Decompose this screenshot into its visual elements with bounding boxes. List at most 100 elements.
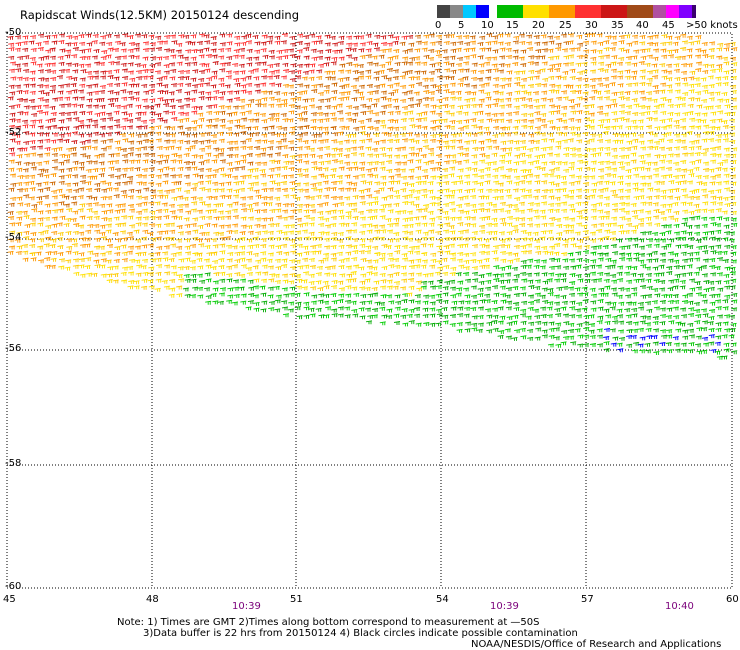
wind-barb xyxy=(147,279,154,284)
wind-barb xyxy=(665,98,672,103)
wind-barb xyxy=(23,161,30,166)
wind-barb xyxy=(115,238,122,243)
wind-barb xyxy=(645,301,652,306)
wind-barb xyxy=(30,47,37,52)
wind-barb xyxy=(624,245,631,250)
wind-barb xyxy=(701,327,708,332)
wind-barb xyxy=(618,133,625,138)
wind-barb xyxy=(22,168,29,173)
wind-barb xyxy=(336,195,343,200)
wind-barb xyxy=(17,174,24,179)
wind-barb xyxy=(281,145,288,150)
wind-barb xyxy=(610,161,617,166)
wind-barb xyxy=(226,203,233,208)
wind-barb xyxy=(499,285,506,290)
wind-barb xyxy=(590,251,597,256)
wind-barb xyxy=(43,160,50,165)
wind-barb xyxy=(400,126,407,131)
wind-barb xyxy=(309,265,316,269)
wind-barb xyxy=(497,41,504,46)
wind-barb xyxy=(730,210,737,215)
wind-barb xyxy=(590,293,598,298)
wind-barb xyxy=(547,189,554,193)
wind-barb xyxy=(23,215,30,219)
wind-barb xyxy=(52,202,59,207)
wind-barb xyxy=(283,69,290,73)
wind-barb xyxy=(464,104,471,109)
wind-barb xyxy=(191,105,198,110)
wind-barb xyxy=(701,98,708,103)
wind-barb xyxy=(372,201,379,205)
wind-barb xyxy=(617,70,624,75)
wind-barb xyxy=(121,167,128,172)
wind-barb xyxy=(568,224,575,229)
wind-barb xyxy=(227,287,234,292)
wind-barb xyxy=(681,314,688,319)
wind-barb xyxy=(297,83,304,88)
wind-barb xyxy=(372,259,379,264)
wind-barb xyxy=(730,76,737,80)
wind-barb xyxy=(8,68,16,73)
wind-barb xyxy=(477,131,484,136)
wind-barb xyxy=(399,168,406,173)
wind-barb xyxy=(274,160,281,164)
wind-barb xyxy=(498,243,506,248)
wind-barb xyxy=(71,243,78,248)
wind-barb xyxy=(15,161,22,166)
wind-barb xyxy=(569,75,576,80)
wind-barb xyxy=(589,133,596,138)
wind-barb xyxy=(485,188,493,193)
wind-barb xyxy=(8,187,15,192)
wind-barb xyxy=(666,77,673,82)
wind-barb xyxy=(597,161,604,165)
wind-barb xyxy=(402,182,409,187)
wind-barb xyxy=(686,35,693,40)
wind-barb xyxy=(100,147,108,152)
wind-barb xyxy=(450,294,457,299)
wind-barb xyxy=(79,77,86,82)
wind-barb xyxy=(105,33,112,38)
wind-barb xyxy=(315,250,322,255)
wind-barb xyxy=(672,201,679,206)
wind-barb xyxy=(80,237,87,242)
wind-barb xyxy=(233,78,240,82)
wind-barb xyxy=(365,146,372,151)
wind-barb xyxy=(717,98,724,103)
wind-barb xyxy=(577,238,584,243)
wind-barb xyxy=(499,77,506,82)
wind-barb xyxy=(393,232,400,236)
wind-barb xyxy=(210,209,217,213)
wind-barb xyxy=(247,230,254,235)
wind-barb xyxy=(471,209,478,213)
wind-barb xyxy=(373,153,380,158)
wind-barb xyxy=(245,138,252,142)
wind-barb xyxy=(514,154,521,159)
wind-barb xyxy=(513,217,520,222)
wind-barb xyxy=(268,223,275,228)
wind-barb xyxy=(702,250,709,255)
wind-barb xyxy=(715,181,722,186)
wind-barb xyxy=(645,243,652,248)
wind-barb xyxy=(252,175,259,180)
wind-barb xyxy=(226,273,233,278)
wind-barb xyxy=(240,196,247,201)
wind-barb xyxy=(323,252,330,257)
wind-barb xyxy=(604,152,611,157)
wind-barb xyxy=(633,49,640,54)
wind-barb xyxy=(205,188,212,193)
wind-barb xyxy=(561,48,569,53)
wind-barb xyxy=(492,174,499,179)
wind-barb xyxy=(147,272,154,276)
wind-barb xyxy=(198,161,205,166)
wind-barb xyxy=(332,203,339,208)
wind-barb xyxy=(176,215,183,220)
wind-barb xyxy=(350,118,357,123)
wind-barb xyxy=(553,208,560,213)
wind-barb xyxy=(437,266,444,271)
wind-barb xyxy=(126,250,133,255)
wind-barb xyxy=(485,272,492,277)
wind-barb xyxy=(21,40,28,45)
wind-barb xyxy=(512,40,519,45)
wind-barb xyxy=(106,203,113,208)
wind-barb xyxy=(273,117,280,122)
